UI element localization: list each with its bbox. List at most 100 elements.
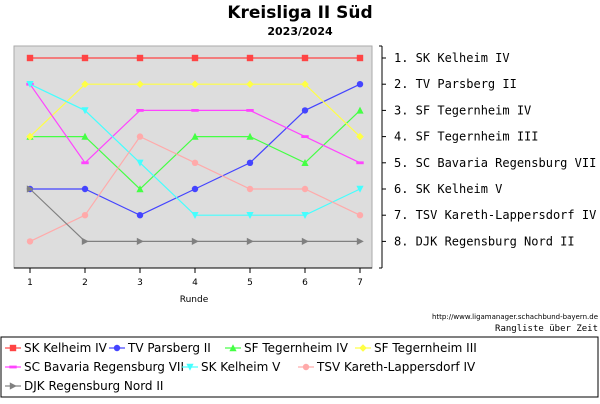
- data-point: [191, 185, 199, 193]
- legend-item: SF Tegernheim III: [355, 341, 477, 355]
- series-group: [26, 54, 364, 245]
- x-tick-label: 1: [27, 278, 33, 288]
- data-point: [81, 237, 89, 245]
- chart-subtitle: 2023/2024: [267, 25, 333, 38]
- series-6: [26, 133, 364, 245]
- series-7: [26, 185, 364, 245]
- data-point: [356, 237, 364, 245]
- legend-marker: [9, 365, 17, 369]
- data-point: [191, 132, 199, 140]
- legend-item: SK Kelheim V: [182, 360, 281, 374]
- data-point: [81, 161, 89, 165]
- data-point: [356, 212, 364, 219]
- data-point: [81, 54, 89, 62]
- x-axis-label: Runde: [180, 295, 209, 305]
- data-point: [136, 54, 144, 62]
- data-point: [26, 132, 34, 141]
- data-point: [301, 237, 309, 245]
- data-point: [301, 107, 309, 114]
- series-5: [26, 81, 364, 219]
- data-point: [81, 185, 89, 193]
- legend-marker: [9, 344, 17, 352]
- data-point: [81, 132, 89, 140]
- data-point: [81, 212, 89, 219]
- data-point: [191, 212, 199, 219]
- legend-label: SC Bavaria Regensburg VII: [24, 360, 184, 374]
- legend-marker: [113, 344, 121, 352]
- legend-item: TSV Kareth-Lappersdorf IV: [298, 360, 476, 374]
- data-point: [301, 159, 309, 166]
- rank-label: 7. TSV Kareth-Lappersdorf IV: [394, 208, 596, 222]
- series-3: [26, 80, 364, 141]
- data-point: [136, 212, 144, 219]
- rank-label: 5. SC Bavaria Regensburg VII: [394, 156, 596, 170]
- data-point: [246, 80, 254, 88]
- data-point: [191, 109, 199, 112]
- footer-url: http://www.ligamanager.schachbund-bayern…: [432, 313, 598, 321]
- data-point: [191, 159, 199, 166]
- x-tick-label: 7: [357, 278, 363, 288]
- rank-label: 1. SK Kelheim IV: [394, 51, 510, 65]
- legend-marker: [9, 382, 17, 390]
- data-point: [356, 161, 364, 165]
- x-tick-group: 1 2 3 4 5 6 7: [27, 268, 363, 288]
- legend-label: SF Tegernheim III: [374, 341, 477, 355]
- x-tick-label: 5: [247, 278, 253, 288]
- data-point: [356, 54, 364, 62]
- data-point: [81, 80, 89, 88]
- data-point: [136, 237, 144, 245]
- legend-item: SK Kelheim IV: [5, 341, 108, 355]
- legend-item: SF Tegernheim IV: [225, 341, 349, 355]
- data-point: [356, 185, 364, 193]
- rank-label: 3. SF Tegernheim IV: [394, 103, 531, 117]
- data-point: [191, 54, 199, 62]
- data-point: [191, 80, 199, 88]
- data-point: [246, 212, 254, 219]
- legend-marker: [359, 344, 367, 352]
- data-point: [191, 237, 199, 245]
- legend-marker: [229, 344, 237, 352]
- legend-item: TV Parsberg II: [109, 341, 211, 355]
- data-point: [301, 80, 309, 88]
- legend-marker: [186, 363, 194, 371]
- rank-label: 6. SK Kelheim V: [394, 182, 502, 196]
- legend-label: SK Kelheim IV: [24, 341, 108, 355]
- data-point: [136, 80, 144, 88]
- data-point: [81, 107, 89, 115]
- legend-label: SK Kelheim V: [201, 360, 281, 374]
- legend-label: TV Parsberg II: [127, 341, 211, 355]
- rank-label: 4. SF Tegernheim III: [394, 130, 539, 144]
- legend-label: DJK Regensburg Nord II: [24, 379, 163, 393]
- rank-label-group: 1. SK Kelheim IV 2. TV Parsberg II 3. SF T…: [394, 51, 596, 248]
- data-point: [26, 81, 34, 88]
- data-point: [26, 185, 34, 193]
- data-point: [246, 237, 254, 245]
- legend-item: SC Bavaria Regensburg VII: [5, 360, 184, 374]
- data-point: [246, 132, 254, 140]
- data-point: [356, 81, 364, 88]
- data-point: [136, 133, 144, 140]
- x-tick-label: 3: [137, 278, 143, 288]
- data-point: [26, 54, 34, 62]
- legend: SK Kelheim IV TV Parsberg II SF Tegernheim…: [5, 341, 477, 393]
- data-point: [136, 109, 144, 112]
- data-point: [246, 54, 254, 62]
- legend-marker: [302, 363, 310, 371]
- data-point: [136, 185, 144, 193]
- data-point: [246, 185, 254, 193]
- legend-label: SF Tegernheim IV: [244, 341, 349, 355]
- legend-item: DJK Regensburg Nord II: [5, 379, 163, 393]
- data-point: [246, 159, 254, 166]
- legend-label: TSV Kareth-Lappersdorf IV: [316, 360, 476, 374]
- data-point: [301, 212, 309, 219]
- data-point: [301, 135, 309, 138]
- data-point: [356, 106, 364, 114]
- footer-caption: Rangliste über Zeit: [495, 324, 598, 334]
- x-tick-label: 2: [82, 278, 88, 288]
- data-point: [26, 238, 34, 245]
- data-point: [246, 109, 254, 112]
- rank-tick-group: [379, 45, 386, 269]
- x-tick-label: 4: [192, 278, 198, 288]
